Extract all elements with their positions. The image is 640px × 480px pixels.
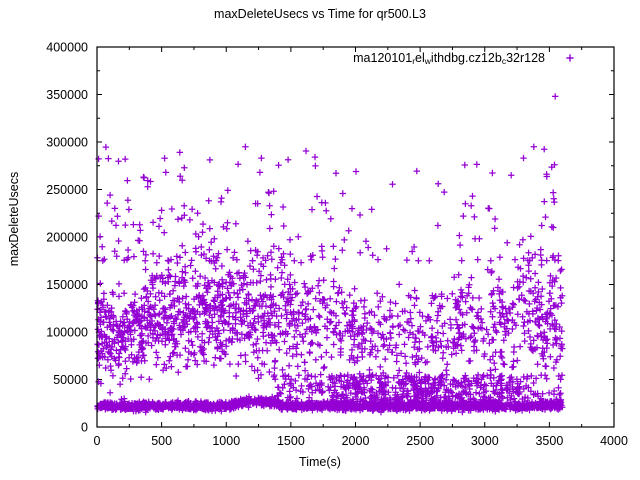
svg-text:2000: 2000 xyxy=(342,434,370,448)
svg-text:4000: 4000 xyxy=(600,434,628,448)
svg-text:250000: 250000 xyxy=(46,183,88,197)
svg-text:100000: 100000 xyxy=(46,326,88,340)
svg-text:0: 0 xyxy=(94,434,101,448)
svg-text:300000: 300000 xyxy=(46,136,88,150)
svg-text:3000: 3000 xyxy=(471,434,499,448)
svg-text:50000: 50000 xyxy=(53,373,88,387)
y-tick-labels: 0 50000 100000 150000 200000 250000 300000 3500… xyxy=(46,41,88,435)
x-tick-labels: 0 500 1000 1500 2000 2500 3000 3500 4000 xyxy=(94,434,628,448)
axis-tick-marks xyxy=(96,46,615,428)
svg-text:400000: 400000 xyxy=(46,41,88,55)
data-points-layer xyxy=(94,93,566,416)
svg-text:0: 0 xyxy=(81,421,88,435)
svg-text:350000: 350000 xyxy=(46,88,88,102)
legend: ma120101relwithdbg.cz12bc32r128 xyxy=(353,51,574,66)
svg-text:ma120101relwithdbg.cz12bc32r12: ma120101relwithdbg.cz12bc32r128 xyxy=(353,51,545,66)
svg-text:200000: 200000 xyxy=(46,231,88,245)
page-title: maxDeleteUsecs vs Time for qr500.L3 xyxy=(214,7,426,21)
svg-text:1500: 1500 xyxy=(277,434,305,448)
svg-text:150000: 150000 xyxy=(46,278,88,292)
svg-text:1000: 1000 xyxy=(212,434,240,448)
plot-border xyxy=(96,46,615,428)
svg-text:2500: 2500 xyxy=(406,434,434,448)
svg-text:3500: 3500 xyxy=(535,434,563,448)
svg-text:500: 500 xyxy=(151,434,172,448)
x-axis-label: Time(s) xyxy=(299,455,341,469)
